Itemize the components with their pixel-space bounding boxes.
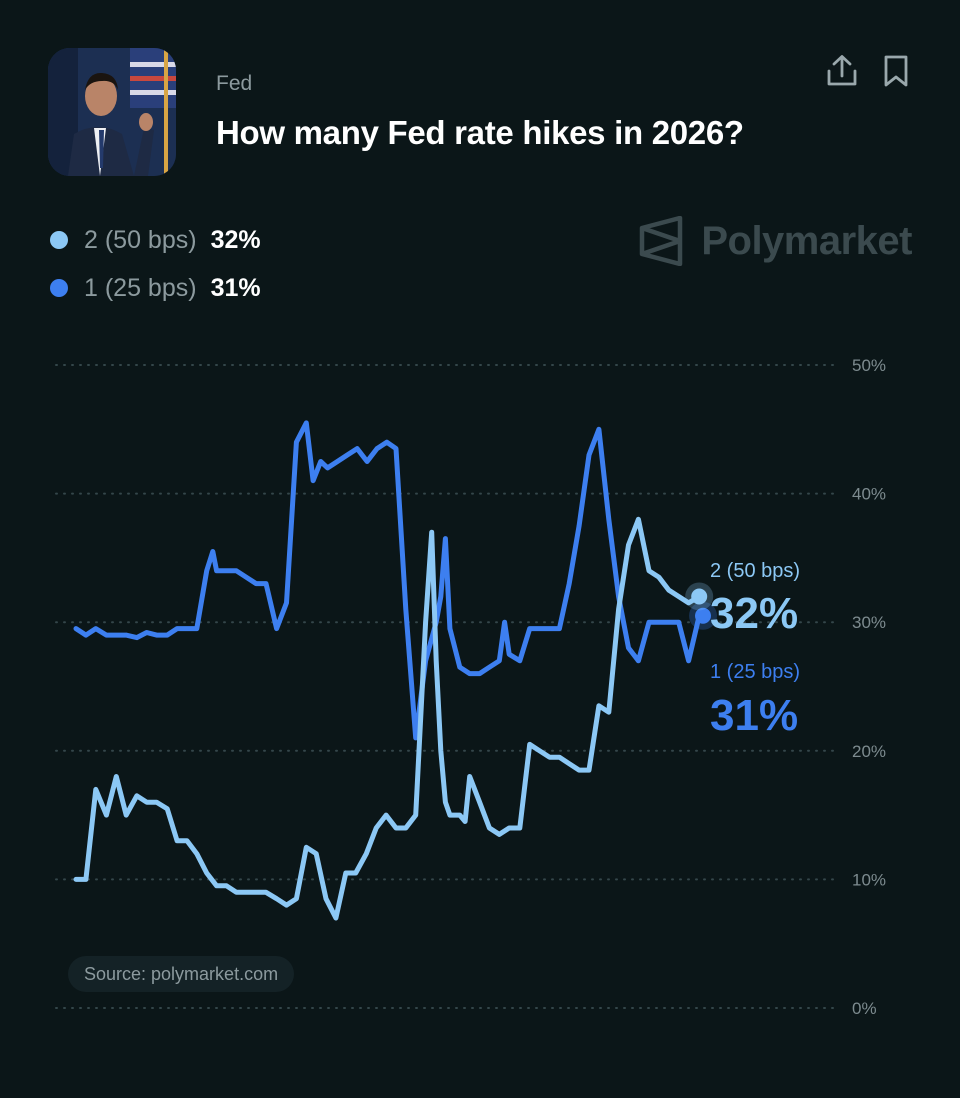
series-line	[73, 516, 702, 921]
market-title: How many Fed rate hikes in 2026?	[216, 114, 744, 151]
market-header: Fed How many Fed rate hikes in 2026?	[48, 48, 912, 178]
y-tick-label: 50%	[852, 356, 886, 375]
polymarket-logo-icon	[640, 216, 683, 266]
legend-name: 2 (50 bps)	[84, 225, 197, 254]
brand-name: Polymarket	[701, 218, 912, 263]
legend-item: 2 (50 bps) 32%	[48, 216, 261, 264]
legend-item: 1 (25 bps) 31%	[48, 264, 261, 312]
header-actions	[826, 54, 912, 88]
chart-legend: 2 (50 bps) 32% 1 (25 bps) 31%	[48, 216, 261, 312]
y-tick-label: 0%	[852, 999, 877, 1018]
speaker-portrait-icon	[48, 48, 176, 176]
y-tick-label: 30%	[852, 613, 886, 632]
y-tick-label: 40%	[852, 485, 886, 504]
series-end-point	[695, 607, 711, 624]
market-avatar	[48, 48, 176, 176]
share-icon[interactable]	[826, 54, 858, 88]
legend-name: 1 (25 bps)	[84, 273, 197, 302]
source-label: Source: polymarket.com	[68, 956, 295, 992]
market-category: Fed	[216, 72, 253, 95]
series-line	[73, 420, 706, 741]
legend-value: 32%	[210, 225, 261, 254]
legend-dot	[50, 231, 68, 249]
legend-value: 31%	[210, 273, 261, 302]
line-chart: 50% 40% 30% 20% 10% 0% 2 (50 bps) 32% 1 (25 bps)…	[55, 356, 886, 1018]
y-tick-label: 10%	[852, 870, 886, 889]
y-tick-label: 20%	[852, 742, 886, 761]
series-end-point	[691, 588, 708, 605]
bookmark-icon[interactable]	[880, 54, 912, 88]
series-end-label: 1 (25 bps)	[710, 661, 800, 683]
series-end-value: 31%	[710, 691, 798, 740]
brand-watermark: Polymarket	[639, 216, 912, 266]
series-end-label: 2 (50 bps)	[710, 560, 800, 582]
legend-dot	[50, 279, 68, 297]
series-end-value: 32%	[710, 589, 798, 638]
